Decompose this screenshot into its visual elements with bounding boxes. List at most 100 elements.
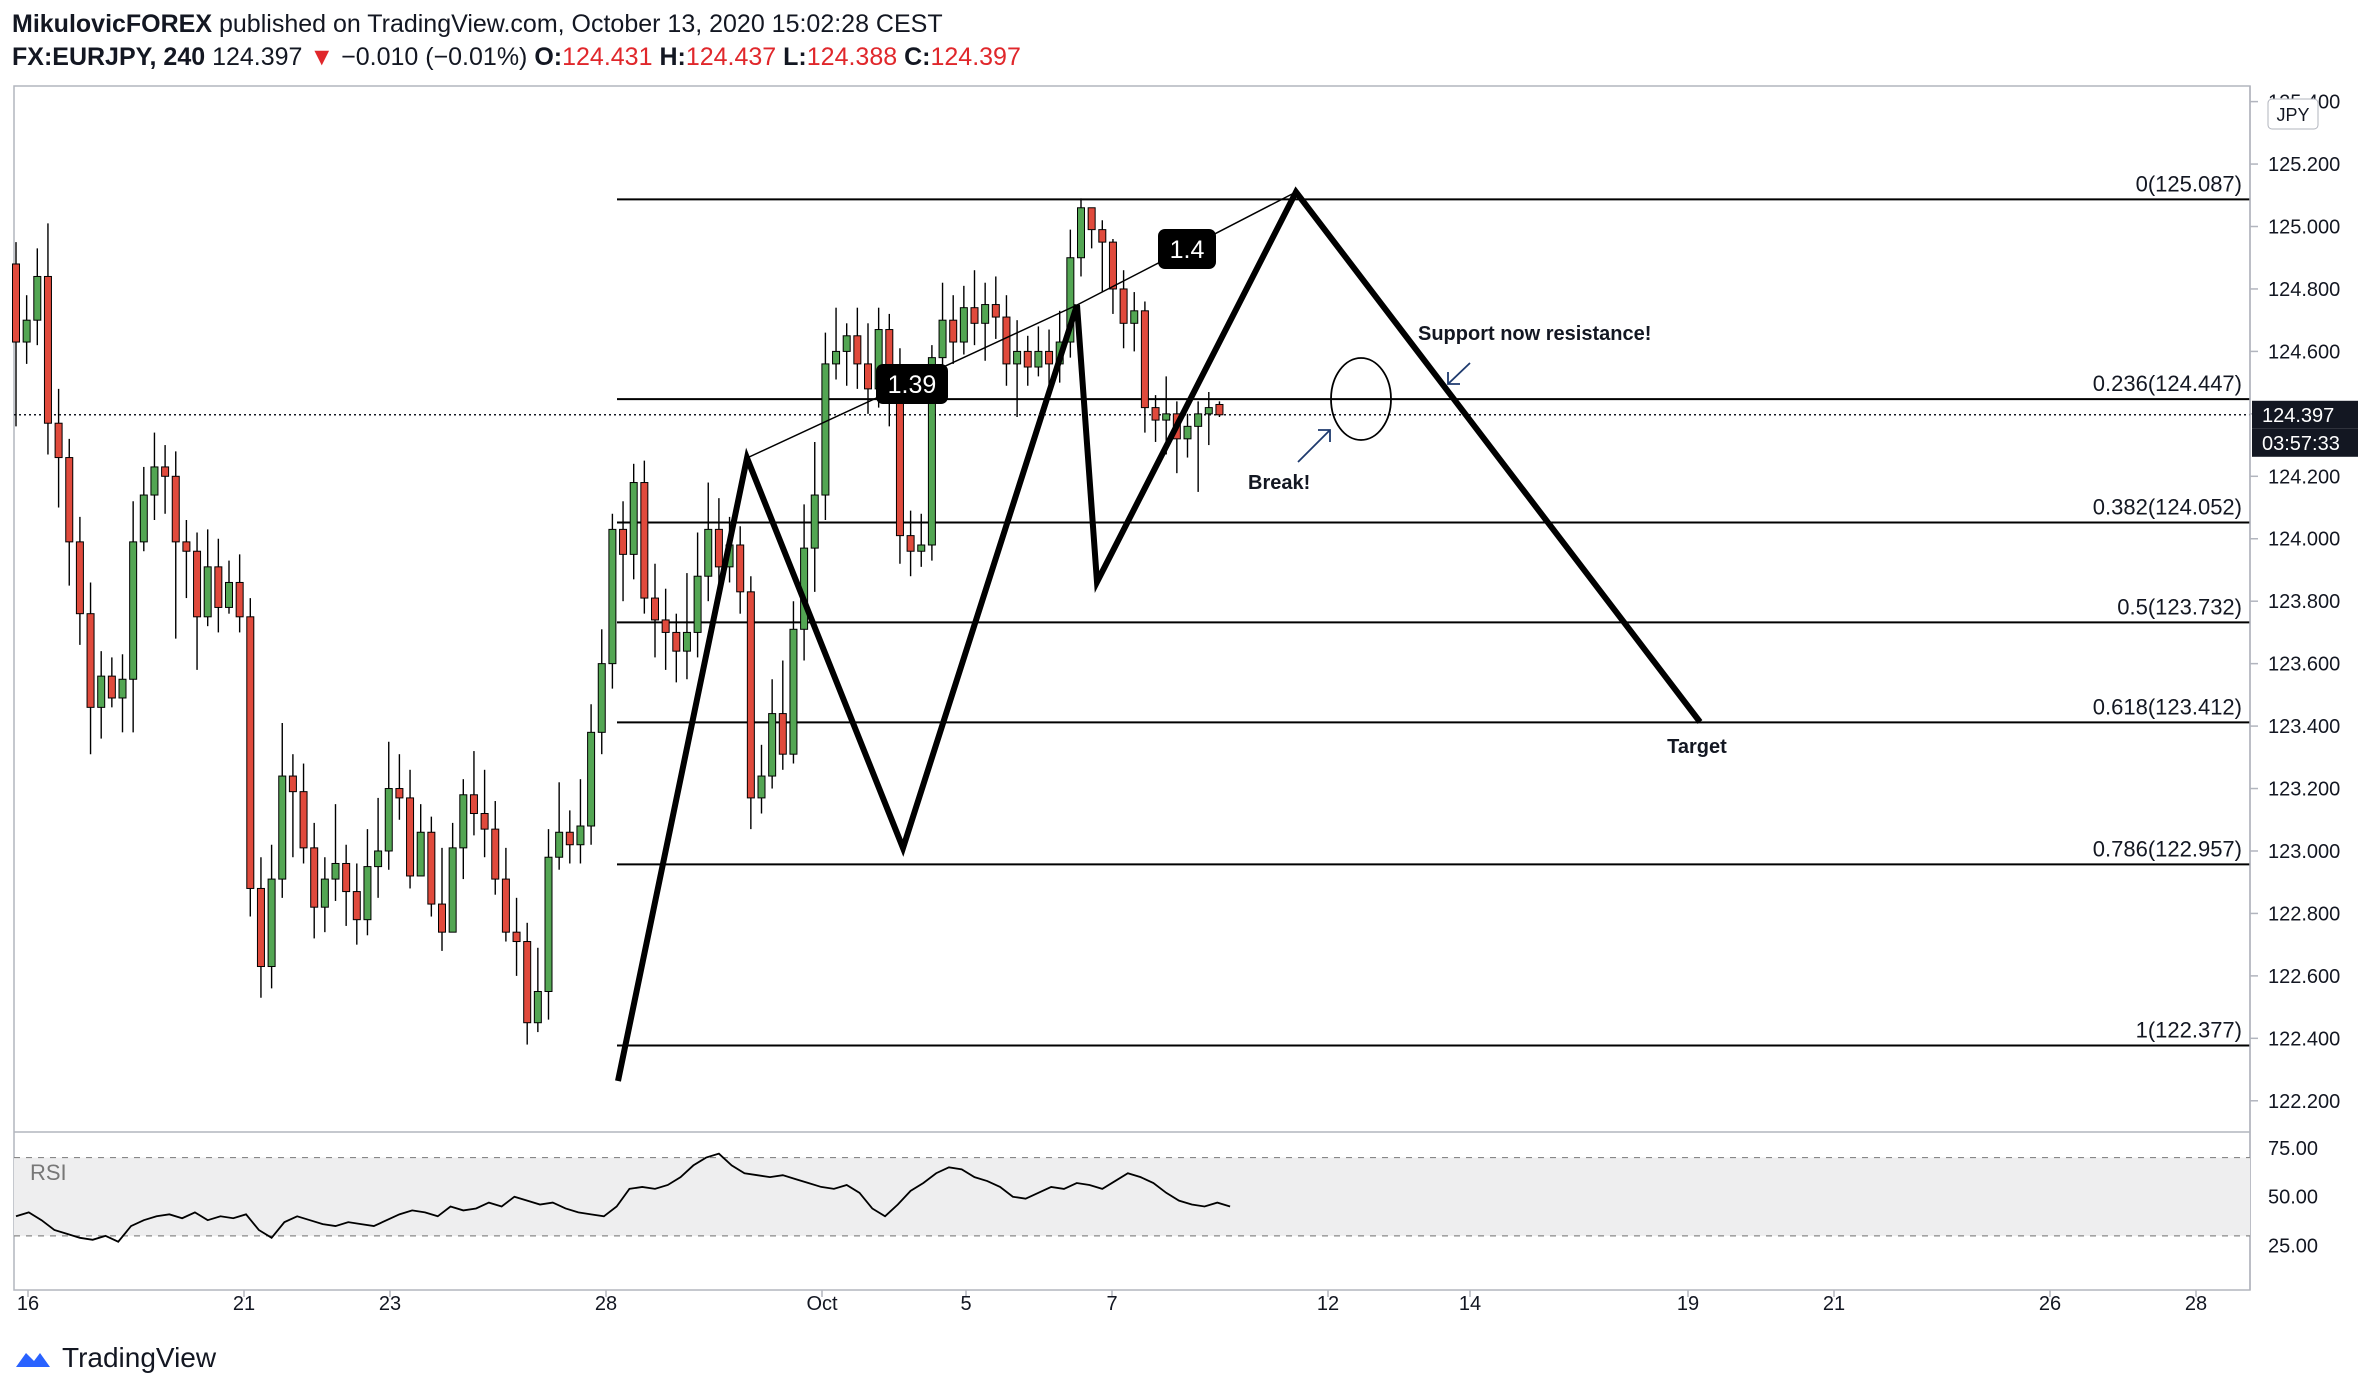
candle-body [278,775,287,880]
candle-body [459,794,468,849]
time-tick-label: 26 [2039,1293,2061,1315]
candle-body [107,675,116,699]
candle-body [555,831,564,858]
rsi-tick-label: 75.00 [2268,1138,2318,1160]
fib-label: 1(122.377) [2136,1018,2242,1043]
price-tick-label: 122.200 [2268,1091,2340,1113]
candle-body [565,831,574,846]
chart-border [13,85,2251,1291]
resistance-arrow-head [1447,372,1460,385]
time-tick-label: 19 [1677,1293,1699,1315]
author-name[interactable]: MikulovicFOREX [12,10,213,38]
last-price: 124.397 [212,43,303,71]
candle-body [118,678,127,699]
candle-body [288,775,297,793]
candle-body [970,307,979,324]
candle-body [203,566,212,618]
down-arrow-icon: ▼ [309,43,335,71]
candle-body [193,550,202,618]
price-tick-label: 124.000 [2268,529,2340,551]
open-value: 124.431 [562,43,653,71]
candle-body [629,482,638,555]
price-axis[interactable]: 125.400125.200125.000124.800124.600124.4… [2249,86,2358,1290]
candle-body [374,850,383,868]
high-value: 124.437 [685,43,777,71]
candle-body [661,619,670,633]
candle-body [1130,310,1139,324]
time-tick-label: 16 [17,1293,39,1315]
price-tick-label: 123.000 [2268,841,2340,863]
high-label: H: [659,43,686,71]
break-note: Break! [1248,472,1310,494]
time-tick-label: 14 [1459,1293,1481,1315]
price-tick-label: 125.200 [2268,154,2340,176]
candle-body [1140,310,1149,409]
time-tick-label: Oct [806,1293,838,1315]
candle-body [864,363,872,390]
break-arrow [1297,429,1331,463]
tradingview-icon [16,1353,50,1367]
tradingview-logo[interactable]: TradingView [14,1342,216,1374]
candle-body [523,941,532,1024]
published-info: published on TradingView.com, October 13… [219,10,943,38]
price-tick-label: 123.400 [2268,716,2340,738]
candle-body [842,335,851,352]
candle-body [267,878,276,968]
resistance-arrow [1447,362,1471,385]
candle-body [959,307,968,343]
candle-body [22,319,31,343]
break-arrow-head [1318,429,1331,442]
candle-body [1183,425,1192,440]
close-value: 124.397 [930,43,1021,71]
time-tick-label: 5 [960,1293,971,1315]
candle-body [129,541,138,680]
candle-body [544,856,553,992]
candle-body [246,616,255,889]
ratio-badge-1-bg [876,364,948,404]
fib-label: 0(125.087) [2136,171,2242,196]
price-tick-label: 122.400 [2268,1028,2340,1050]
candle-body [235,581,244,618]
candle-body [86,613,95,708]
symbol-label[interactable]: FX:EURJPY, 240 [12,43,206,71]
rsi-tick-label: 25.00 [2268,1236,2318,1258]
rsi-line [15,1152,1231,1243]
candle-body [885,329,894,368]
candle-body [1002,316,1011,365]
candle-body [1023,350,1032,368]
time-axis[interactable]: 16 21 23 28 Oct 5 7 12 14 19 21 26 28 [17,1290,2207,1315]
break-circle [1330,357,1392,441]
candle-body [917,544,926,552]
candle-body [342,862,351,893]
ratio-badge-2-bg [1158,229,1216,269]
price-tick-label: 123.200 [2268,779,2340,801]
candle-body [54,422,63,459]
fib-label: 0.5(123.732) [2117,594,2242,619]
candle-body [406,797,415,877]
candle-body [789,628,798,755]
candle-body [981,304,990,324]
candle-body [736,544,745,593]
candle-body [43,275,52,424]
candle-body [469,794,478,815]
time-tick-label: 21 [233,1293,255,1315]
candle-body [214,566,223,608]
candle-body [693,575,702,633]
price-tick-label: 124.600 [2268,341,2340,363]
current-price-tag-bg [2252,400,2358,429]
price-tick-label: 124.200 [2268,466,2340,488]
candle-body [778,713,787,755]
candle-body [1013,350,1022,365]
chart-header: MikulovicFOREX published on TradingView.… [12,8,1021,74]
price-tick-label: 125.000 [2268,217,2340,239]
candle-body [256,887,265,968]
candle-body [150,466,159,496]
candle-body [310,847,319,908]
candle-body [1098,229,1107,243]
candle-body [672,631,681,652]
candle-body [331,862,340,880]
candle-body [938,319,947,359]
candle-body [65,457,74,543]
support-resistance-note: Support now resistance! [1418,323,1651,345]
